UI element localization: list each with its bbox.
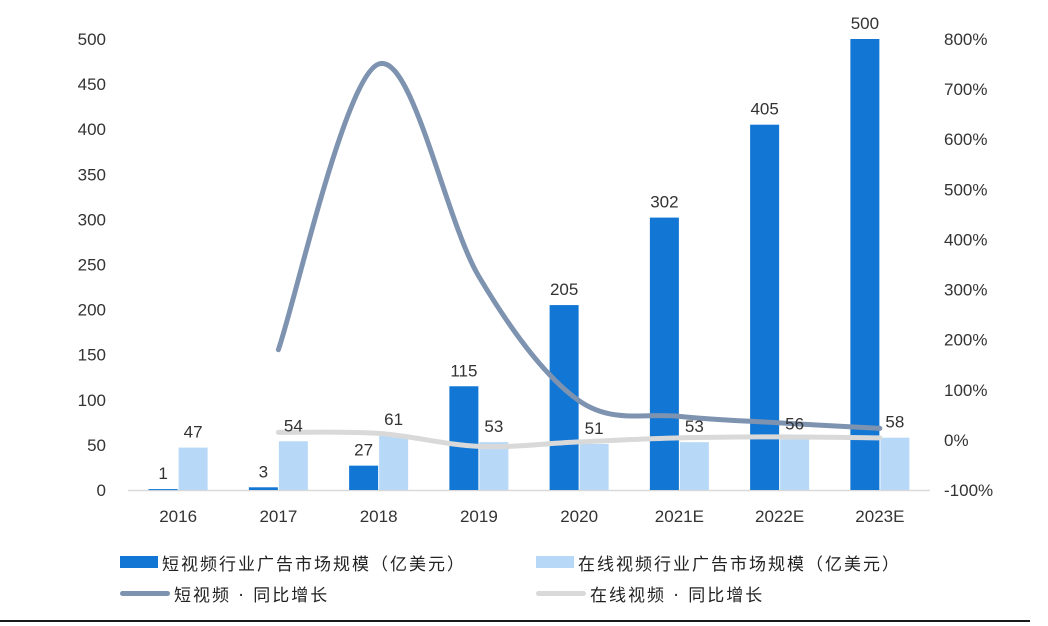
y-right-tick-label: 400% — [944, 230, 987, 249]
y-left-tick-label: 50 — [87, 436, 106, 455]
y-right-tick-label: 800% — [944, 30, 987, 49]
short-video-bar — [148, 489, 178, 491]
online-video-bar — [178, 447, 208, 490]
x-tick-label: 2019 — [460, 507, 498, 526]
short-video-bar — [850, 39, 880, 490]
x-tick-label: 2020 — [560, 507, 598, 526]
short-video-bar — [750, 124, 780, 490]
y-left-tick-label: 250 — [78, 256, 106, 275]
online-video-bar — [479, 442, 509, 490]
y-right-tick-label: 700% — [944, 80, 987, 99]
y-right-tick-label: 200% — [944, 331, 987, 350]
y-left-tick-label: 500 — [78, 30, 106, 49]
y-right-tick-label: 0% — [944, 431, 969, 450]
online-video-value-label: 53 — [484, 417, 503, 436]
line-series-group — [275, 61, 883, 450]
online-video-value-label: 51 — [585, 419, 604, 438]
short-video-value-label: 500 — [851, 14, 879, 33]
short-video-value-label: 205 — [550, 280, 578, 299]
short-video-value-label: 405 — [750, 100, 778, 119]
x-tick-label: 2023E — [855, 507, 904, 526]
short-video-value-label: 3 — [259, 462, 268, 481]
data-labels-group: 1 3 27 115 205 302 405 500 47 54 61 53 51 53 56 58 — [158, 14, 904, 483]
chart-axes: 0 50 100 150 200 250 300 350 400 450 500 -100% 0% 100… — [78, 30, 994, 526]
x-tick-label: 2022E — [755, 507, 804, 526]
x-tick-label: 2017 — [259, 507, 297, 526]
y-right-tick-label: 600% — [944, 130, 987, 149]
online-video-value-label: 61 — [384, 410, 403, 429]
short-video-value-label: 115 — [450, 361, 477, 380]
x-tick-label: 2016 — [159, 507, 197, 526]
online-video-bar — [679, 442, 709, 490]
y-left-tick-label: 300 — [78, 210, 106, 229]
online-video-value-label: 58 — [885, 413, 904, 432]
short-video-value-label: 302 — [650, 193, 678, 212]
online-video-bar — [880, 437, 910, 490]
y-left-tick-label: 0 — [97, 481, 106, 500]
bar-series-group — [148, 39, 910, 491]
short-video-bar — [349, 465, 379, 490]
online-video-value-label: 56 — [785, 414, 804, 433]
y-right-tick-label: 300% — [944, 281, 987, 300]
short-video-bar — [248, 487, 278, 490]
online-video-bar — [780, 439, 810, 490]
short-video-bar — [649, 217, 679, 490]
short-video-value-label: 27 — [354, 441, 373, 460]
y-right-tick-label: 500% — [944, 180, 987, 199]
y-left-tick-label: 100 — [78, 391, 106, 410]
online-video-value-label: 54 — [284, 416, 303, 435]
x-tick-label: 2021E — [655, 507, 704, 526]
y-right-tick-label: -100% — [944, 481, 993, 500]
y-left-tick-label: 200 — [78, 301, 106, 320]
online-video-value-label: 47 — [184, 423, 203, 442]
y-left-tick-label: 400 — [78, 120, 106, 139]
y-left-tick-label: 150 — [78, 346, 106, 365]
short-video-bar — [449, 386, 479, 490]
online-video-bar — [579, 443, 609, 490]
short-video-value-label: 1 — [158, 464, 167, 483]
online-video-bar — [379, 434, 409, 490]
y-right-tick-label: 100% — [944, 381, 987, 400]
bottom-divider — [0, 620, 1030, 622]
online-video-growth-line — [275, 429, 883, 450]
y-left-tick-label: 350 — [78, 165, 106, 184]
online-video-bar — [278, 441, 308, 490]
x-tick-label: 2018 — [360, 507, 398, 526]
online-video-value-label: 53 — [685, 417, 704, 436]
short-video-growth-line — [275, 61, 883, 431]
y-left-tick-label: 450 — [78, 75, 106, 94]
